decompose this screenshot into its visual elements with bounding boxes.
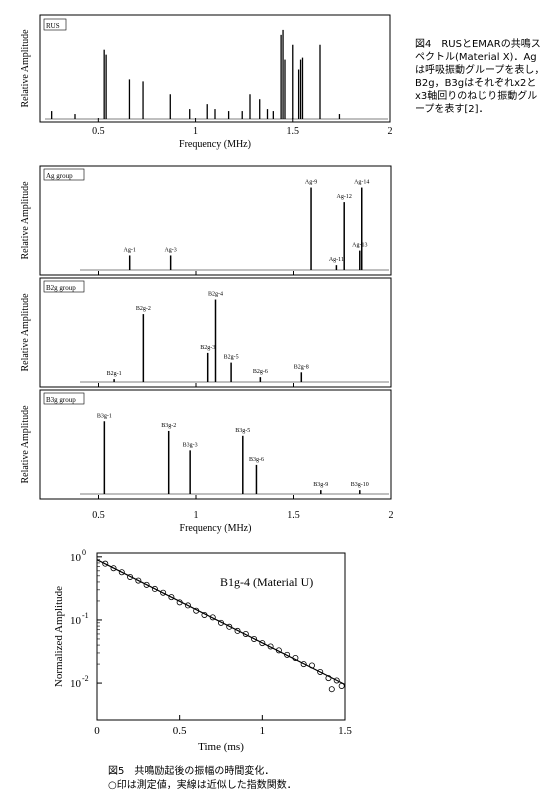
x-tick-label: 0.5 [173, 725, 187, 737]
x-tick-label: 1 [194, 510, 199, 521]
data-point [160, 589, 167, 596]
peak-label: B2g-8 [294, 364, 309, 370]
x-tick-label: 1 [193, 126, 198, 137]
y-axis-label: Relative Amplitude [20, 293, 31, 372]
y-axis-label: Relative Amplitude [20, 29, 31, 108]
data-point [251, 635, 258, 642]
data-point [127, 573, 134, 580]
peak-label: Ag-13 [352, 243, 367, 249]
data-point [338, 682, 345, 689]
figure4-caption: 図4 RUSとEMARの共鳴スペクトル(Material X)．Agは呼吸振動グ… [415, 39, 545, 115]
figure5-caption-line: ○印は測定値，実線は近似した指数関数． [108, 780, 297, 791]
data-point [333, 677, 340, 684]
data-point [284, 651, 291, 658]
data-point [176, 599, 183, 606]
y-axis-label: Relative Amplitude [20, 181, 31, 260]
peak-label: B2g-1 [107, 371, 122, 377]
data-point [325, 675, 332, 682]
peak-label: B3g-2 [161, 423, 176, 429]
x-tick-label: 1.5 [287, 126, 300, 137]
data-point [193, 607, 200, 614]
peak-label: Ag-12 [337, 194, 352, 200]
y-tick-exponent: -1 [82, 611, 89, 620]
x-tick-label: 0 [94, 725, 100, 737]
x-tick-label: 1 [260, 725, 266, 737]
peak-label: Ag-11 [329, 257, 344, 263]
y-tick-exponent: 0 [82, 548, 86, 557]
data-point [102, 560, 109, 567]
peak-label: Ag-9 [305, 180, 317, 186]
figure5-caption-line: 図5 共鳴励起後の振幅の時間変化． [108, 766, 275, 777]
peak-label: Ag-1 [124, 247, 136, 253]
peak-label: B3g-3 [183, 442, 198, 448]
panel-tag: Ag group [46, 172, 73, 180]
data-point [242, 630, 249, 637]
y-axis-label: Relative Amplitude [20, 405, 31, 484]
panel-tag-box [43, 392, 85, 405]
x-tick-label: 1.5 [338, 725, 352, 737]
peak-label: B3g-5 [235, 428, 250, 434]
panel-tag-box [43, 280, 85, 293]
data-point [300, 661, 307, 668]
plot-frame [39, 165, 392, 276]
x-tick-label: 2 [388, 126, 393, 137]
plot-frame [39, 14, 391, 123]
data-point [184, 602, 191, 609]
data-point [217, 619, 224, 626]
peak-label: B3g-10 [351, 482, 369, 488]
fit-line [96, 559, 346, 686]
data-point [259, 640, 266, 647]
data-point [110, 565, 117, 572]
peak-label: B2g-5 [224, 355, 239, 361]
peak-label: B2g-2 [136, 306, 151, 312]
peak-label: B3g-6 [249, 457, 264, 463]
peak-label: Ag-3 [164, 247, 176, 253]
x-tick-label: 2 [389, 510, 394, 521]
data-point [226, 623, 233, 630]
data-point [201, 611, 208, 618]
peak-label: B2g-6 [253, 369, 268, 375]
y-tick-label: 10 [70, 552, 82, 564]
data-point [118, 569, 125, 576]
x-tick-label: 1.5 [287, 510, 300, 521]
data-point [275, 647, 282, 654]
panel-tag: B3g group [46, 396, 76, 404]
peak-label: B2g-4 [208, 292, 223, 298]
plot-frame [39, 277, 392, 388]
data-point [234, 627, 241, 634]
data-point [267, 643, 274, 650]
plot-label: B1g-4 (Material U) [220, 575, 313, 589]
x-tick-label: 0.5 [92, 510, 105, 521]
y-tick-exponent: -2 [82, 674, 89, 683]
panel-tag: B2g group [46, 284, 76, 292]
data-point [308, 662, 315, 669]
data-point [135, 577, 142, 584]
peak-label: B2g-3 [200, 345, 215, 351]
plot-frame [96, 552, 346, 721]
y-tick-label: 10 [70, 615, 82, 627]
x-axis-label: Frequency (MHz) [180, 523, 252, 534]
data-point [209, 614, 216, 621]
data-point [151, 585, 158, 592]
panel-tag-box [43, 168, 85, 181]
panel-tag-box [43, 18, 67, 31]
peak-label: B3g-9 [313, 482, 328, 488]
y-axis-label: Normalized Amplitude [53, 586, 65, 687]
data-point [317, 668, 324, 675]
data-point [292, 654, 299, 661]
x-tick-label: 0.5 [92, 126, 105, 137]
data-point [328, 686, 335, 693]
data-point [168, 594, 175, 601]
y-tick-label: 10 [70, 678, 82, 690]
plot-frame [39, 389, 392, 500]
x-axis-label: Time (ms) [198, 741, 244, 753]
peak-label: B3g-1 [97, 413, 112, 419]
peak-label: Ag-14 [354, 180, 369, 186]
x-axis-label: Frequency (MHz) [179, 139, 251, 150]
panel-tag: RUS [46, 22, 60, 30]
data-point [143, 581, 150, 588]
